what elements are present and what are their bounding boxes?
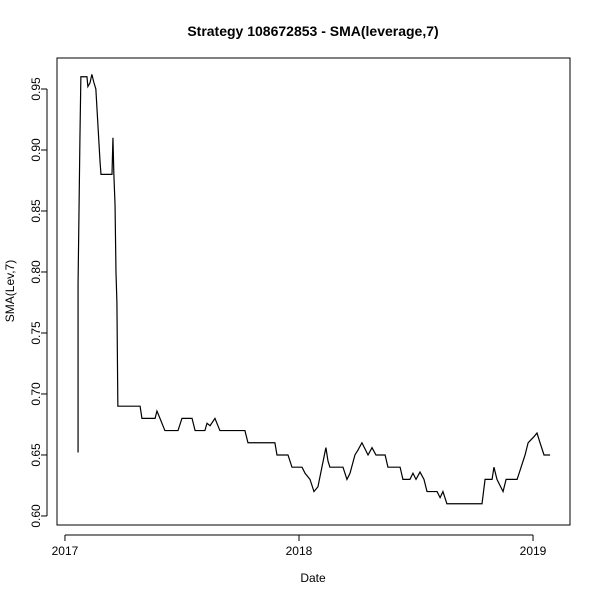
y-tick-label: 0.60 <box>29 504 43 528</box>
x-axis-label: Date <box>300 571 326 585</box>
y-tick-label: 0.65 <box>29 443 43 467</box>
chart-title: Strategy 108672853 - SMA(leverage,7) <box>187 23 438 39</box>
data-line <box>77 74 551 505</box>
y-tick-label: 0.75 <box>29 321 43 345</box>
y-tick-label: 0.90 <box>29 138 43 162</box>
y-axis-label: SMA(Lev,7) <box>3 260 17 322</box>
y-tick-label: 0.95 <box>29 77 43 101</box>
y-tick-label: 0.85 <box>29 199 43 223</box>
x-tick-label: 2017 <box>52 544 79 558</box>
y-tick-label: 0.70 <box>29 382 43 406</box>
x-tick-label: 2018 <box>286 544 313 558</box>
plot-box <box>56 57 571 526</box>
x-tick-label: 2019 <box>520 544 547 558</box>
y-tick-label: 0.80 <box>29 260 43 284</box>
